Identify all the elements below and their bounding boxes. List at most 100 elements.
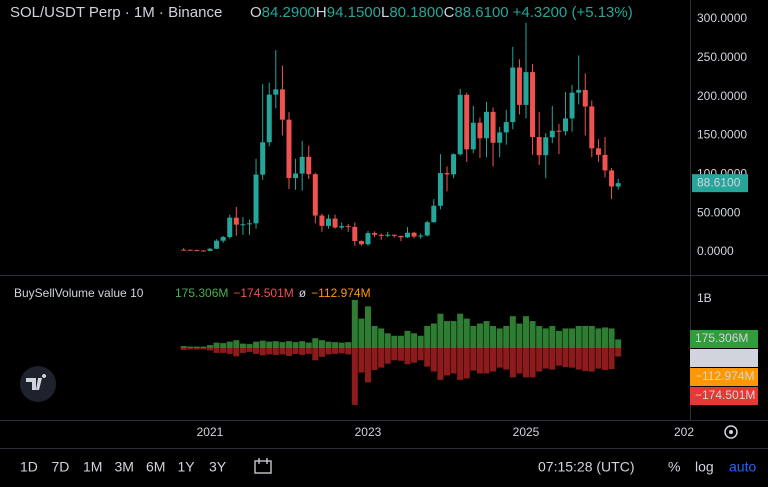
ohlc-legend: O84.2900H94.1500L80.1800C88.6100 +4.3200 … (250, 4, 633, 21)
volume-bar (226, 341, 233, 349)
volume-bar (371, 348, 378, 371)
volume-bar (299, 348, 306, 355)
y-tick-label: 300.0000 (697, 11, 747, 25)
volume-bar (417, 348, 424, 361)
volume-bar (384, 333, 391, 349)
y-tick-label: 150.0000 (697, 128, 747, 142)
volume-bar (239, 348, 246, 353)
volume-bar (358, 318, 365, 349)
volume-bar (509, 316, 516, 349)
volume-bar (325, 341, 332, 349)
volume-bar (417, 335, 424, 349)
volume-bar (213, 348, 220, 353)
volume-bar (522, 316, 529, 349)
candle-body (246, 223, 252, 225)
compare-icon[interactable] (254, 458, 272, 474)
volume-bar (476, 348, 483, 374)
volume-bar (562, 348, 569, 368)
range-button[interactable]: 1Y (178, 459, 196, 475)
last-price-badge (692, 174, 748, 193)
candle-body (470, 122, 476, 150)
log-toggle[interactable]: log (695, 459, 714, 475)
volume-bar (411, 348, 418, 363)
legend-value: 175.306M (175, 286, 228, 300)
value-badge-label: −112.974M (695, 369, 755, 383)
candle-body (200, 250, 206, 252)
candle-body (549, 130, 555, 138)
candle-body (582, 89, 588, 107)
candle-body (332, 218, 338, 228)
volume-bar (206, 345, 213, 349)
candle-body (444, 173, 450, 175)
volume-bar (318, 340, 325, 349)
volume-bar (470, 348, 477, 371)
volume-bar (292, 342, 299, 349)
volume-bar (516, 323, 523, 349)
candle-body (339, 226, 345, 228)
volume-bar (259, 348, 266, 356)
x-tick-label: 202 (674, 425, 694, 439)
range-button[interactable]: 6M (146, 459, 165, 475)
ohlc-key: L (381, 4, 389, 21)
volume-bar (522, 348, 529, 378)
candle-body (516, 67, 522, 105)
x-tick-label: 2021 (197, 425, 224, 439)
range-button[interactable]: 3Y (209, 459, 227, 475)
candle-body (503, 122, 509, 133)
volume-bar (555, 348, 562, 366)
volume-bar (318, 348, 325, 357)
volume-bar (463, 318, 470, 349)
volume-bar (450, 321, 457, 349)
volume-bar (285, 348, 292, 356)
volume-bar (272, 348, 279, 355)
candle-body (609, 170, 615, 187)
volume-bar (239, 343, 246, 349)
volume-bar (358, 348, 365, 373)
candle-body (299, 156, 305, 174)
volume-bar (404, 348, 411, 365)
volume-bar (529, 321, 536, 349)
candle-body (576, 89, 582, 93)
volume-bar (312, 348, 319, 361)
volume-bar (516, 348, 523, 374)
range-button[interactable]: 3M (115, 459, 134, 475)
tv-logo[interactable] (20, 366, 56, 402)
range-button[interactable]: 1M (83, 459, 102, 475)
candle-body (319, 215, 325, 226)
volume-bar (483, 321, 490, 349)
volume-bar (569, 348, 576, 368)
candle-body (385, 234, 391, 236)
y-tick-label: 200.0000 (697, 89, 747, 103)
candle-body (411, 232, 417, 237)
volume-bar (200, 348, 207, 350)
auto-toggle[interactable]: auto (729, 459, 756, 475)
volume-bar (266, 341, 273, 349)
percent-toggle[interactable]: % (668, 459, 680, 475)
candle-body (530, 72, 536, 138)
value-badge-label: −174.501M (695, 388, 755, 402)
volume-bar (575, 325, 582, 349)
volume-bar (345, 348, 352, 355)
clock: 07:15:28 (UTC) (538, 459, 634, 475)
candle-body (286, 119, 292, 179)
y-tick-label: 1B (697, 291, 712, 305)
candle-body (181, 249, 187, 251)
settings-icon[interactable] (724, 425, 738, 439)
candle-body (398, 235, 404, 238)
volume-bar (233, 348, 240, 357)
volume-bar (332, 342, 339, 349)
volume-bar (332, 348, 339, 354)
volume-bar (397, 335, 404, 349)
candle-body (543, 137, 549, 156)
range-button[interactable]: 7D (52, 459, 70, 475)
volume-bar (424, 325, 431, 349)
candle-body (464, 94, 470, 150)
volume-bar (582, 325, 589, 349)
volume-bar (364, 348, 371, 383)
volume-bar (615, 339, 622, 349)
volume-bar (180, 348, 187, 350)
candle-body (273, 89, 279, 95)
volume-bar (555, 330, 562, 349)
range-button[interactable]: 1D (20, 459, 38, 475)
volume-bar (345, 342, 352, 349)
